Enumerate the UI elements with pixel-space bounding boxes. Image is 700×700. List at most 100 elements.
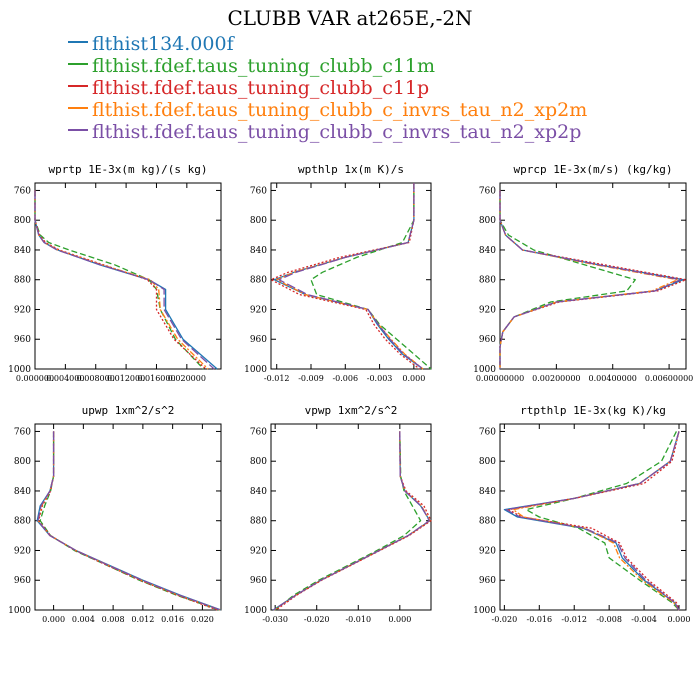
y-tick-label: 880: [250, 276, 267, 286]
series-line: [38, 431, 218, 611]
x-tick-label: -0.006: [332, 374, 358, 383]
y-tick-label: 760: [479, 186, 496, 196]
series-line: [274, 431, 422, 611]
y-tick-label: 840: [479, 487, 496, 497]
series-line: [37, 431, 221, 611]
y-tick-label: 960: [14, 335, 31, 345]
x-tick-label: -0.012: [264, 374, 290, 383]
series-line: [34, 190, 218, 370]
x-tick-label: 0.016: [161, 615, 184, 624]
y-tick-label: 920: [250, 305, 267, 315]
y-tick-label: 1000: [473, 365, 496, 375]
panel-title: vpwp 1xm^2/s^2: [305, 404, 398, 417]
x-tick-label: 0.00000000: [476, 374, 524, 383]
plot-frame: [270, 423, 432, 611]
plot-frame: [34, 182, 222, 370]
x-tick-label: 0.000: [388, 615, 411, 624]
y-tick-label: 960: [479, 576, 496, 586]
panel-title: wpthlp 1x(m K)/s: [298, 163, 404, 176]
x-tick-label: -0.012: [561, 615, 587, 624]
x-tick-label: 0.000000: [16, 374, 54, 383]
legend: flthist134.000f flthist.fdef.taus_tuning…: [68, 33, 587, 143]
legend-swatch: [68, 41, 88, 43]
x-tick-label: 0.004: [72, 615, 95, 624]
y-tick-label: 800: [479, 216, 496, 226]
series-line: [34, 190, 215, 370]
x-tick-label: 0.00400000: [589, 374, 637, 383]
y-tick-label: 880: [479, 276, 496, 286]
y-tick-label: 880: [14, 276, 31, 286]
profile-panel: wprtp 1E-3x(m kg)/(s kg) 760 800 840 880 920 9…: [8, 163, 222, 383]
plot-frame: [270, 182, 432, 370]
y-tick-label: 1000: [244, 365, 267, 375]
legend-label: flthist.fdef.taus_tuning_clubb_c_invrs_t…: [92, 99, 588, 121]
y-tick-label: 960: [14, 576, 31, 586]
profile-panel: wpthlp 1x(m K)/s7608008408809209601000-0…: [244, 163, 432, 383]
y-tick-label: 1000: [244, 606, 267, 616]
series-line: [525, 431, 680, 611]
series-line: [37, 431, 221, 611]
plot-frame: [499, 182, 687, 370]
y-tick-label: 800: [479, 457, 496, 467]
series-line: [499, 190, 684, 369]
y-tick-label: 1000: [473, 606, 496, 616]
legend-item: flthist.fdef.taus_tuning_clubb_c11m: [68, 55, 587, 77]
x-tick-label: 0.016000: [137, 374, 175, 383]
x-tick-label: 0.000: [668, 615, 691, 624]
series-line: [278, 183, 424, 370]
y-tick-label: 960: [250, 576, 267, 586]
series-line: [275, 431, 432, 611]
x-tick-label: 0.00600000: [645, 374, 693, 383]
x-tick-label: -0.030: [262, 615, 288, 624]
x-tick-label: -0.004: [631, 615, 657, 624]
x-tick-label: -0.003: [367, 374, 393, 383]
y-tick-label: 960: [479, 335, 496, 345]
series-line: [499, 190, 682, 369]
x-tick-label: 0.004000: [46, 374, 84, 383]
y-tick-label: 760: [250, 427, 267, 437]
series-line: [273, 431, 431, 611]
series-line: [508, 431, 680, 611]
panel-title: rtpthlp 1E-3x(kg K)/kg: [520, 404, 666, 417]
legend-label: flthist.fdef.taus_tuning_clubb_c_invrs_t…: [92, 121, 582, 143]
x-tick-label: 0.020: [191, 615, 214, 624]
y-tick-label: 880: [14, 517, 31, 527]
series-line: [276, 183, 424, 370]
y-tick-label: 800: [250, 216, 267, 226]
x-tick-label: -0.020: [304, 615, 330, 624]
profile-panel: wprcp 1E-3x(m/s) (kg/kg) 760 800 840 880 920 9…: [473, 163, 693, 383]
y-tick-label: 920: [479, 305, 496, 315]
x-tick-label: -0.020: [492, 615, 518, 624]
series-line: [499, 190, 679, 369]
x-tick-label: -0.016: [526, 615, 552, 624]
y-tick-label: 840: [14, 487, 31, 497]
y-tick-label: 960: [250, 335, 267, 345]
legend-label: flthist.fdef.taus_tuning_clubb_c11m: [92, 55, 436, 77]
profile-panel: rtpthlp 1E-3x(kg K)/kg 760 800 840 880 920 960…: [473, 404, 690, 624]
y-tick-label: 760: [14, 186, 31, 196]
x-tick-label: 0.00200000: [532, 374, 580, 383]
y-tick-label: 880: [250, 517, 267, 527]
series-line: [34, 190, 207, 370]
legend-item: flthist.fdef.taus_tuning_clubb_c_invrs_t…: [68, 99, 587, 121]
x-tick-label: -0.010: [345, 615, 371, 624]
y-tick-label: 840: [250, 487, 267, 497]
plot-frame: [34, 423, 222, 611]
page-title: CLUBB VAR at265E,-2N: [227, 6, 473, 30]
legend-item: flthist.fdef.taus_tuning_clubb_c_invrs_t…: [68, 121, 587, 143]
series-line: [39, 431, 220, 611]
plot-frame: [499, 423, 687, 611]
y-tick-label: 840: [14, 246, 31, 256]
series-line: [503, 431, 680, 611]
y-tick-label: 840: [479, 246, 496, 256]
y-tick-label: 920: [250, 546, 267, 556]
panel-title: wprtp 1E-3x(m kg)/(s kg): [49, 163, 208, 176]
x-tick-label: 0.020000: [168, 374, 206, 383]
y-tick-label: 760: [250, 186, 267, 196]
x-tick-label: 0.000: [402, 374, 425, 383]
y-tick-label: 1000: [8, 365, 31, 375]
x-tick-label: 0.012000: [107, 374, 145, 383]
series-line: [310, 183, 432, 370]
series-line: [34, 190, 204, 370]
